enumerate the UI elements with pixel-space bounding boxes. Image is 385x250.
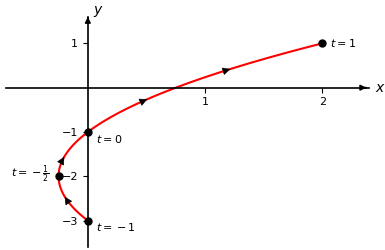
Text: y: y [94, 3, 102, 17]
Text: $t = -\frac{1}{2}$: $t = -\frac{1}{2}$ [10, 163, 49, 185]
Text: $t = 0$: $t = 0$ [96, 133, 122, 145]
Text: x: x [375, 81, 383, 95]
Text: $t = -1$: $t = -1$ [96, 221, 136, 233]
Text: $t = 1$: $t = 1$ [330, 37, 357, 49]
